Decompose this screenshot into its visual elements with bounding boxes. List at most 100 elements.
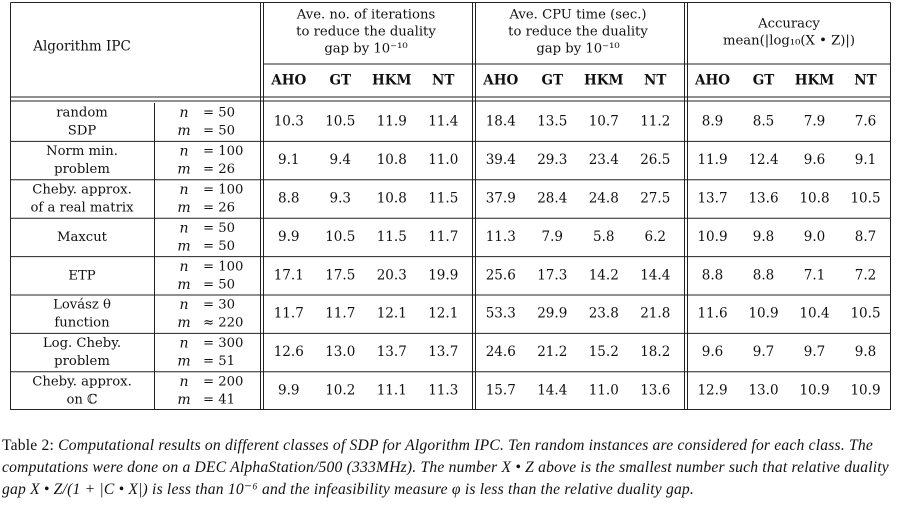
cell-value: 7.9 [804, 114, 825, 130]
group-header-line: to reduce the duality [508, 25, 648, 40]
cell-value: 12.4 [748, 152, 778, 168]
row-name-line: random [56, 106, 108, 121]
cell-value: 11.3 [486, 229, 516, 245]
cell-value: 9.6 [702, 344, 723, 360]
param-symbol: m [177, 392, 190, 408]
cell-value: 17.3 [537, 267, 567, 283]
param-value: = 50 [203, 221, 235, 236]
cell-value: 8.8 [278, 191, 299, 207]
cell-value: 9.9 [278, 383, 299, 399]
param-value: = 30 [203, 298, 235, 313]
param-symbol: m [177, 277, 190, 293]
param-symbol: m [177, 200, 190, 216]
results-table: Algorithm IPC Ave. no. of iterations to re… [10, 2, 891, 410]
cell-value: 13.0 [325, 344, 355, 360]
cell-value: 12.6 [274, 344, 304, 360]
cell-value: 37.9 [486, 191, 516, 207]
cell-value: 28.4 [537, 191, 567, 207]
cell-value: 9.3 [330, 191, 351, 207]
cell-value: 10.8 [377, 191, 407, 207]
param-symbol: m [177, 162, 190, 178]
cell-value: 11.9 [697, 152, 727, 168]
cell-value: 11.0 [589, 383, 619, 399]
param-symbol: n [179, 144, 188, 160]
cell-value: 9.6 [804, 152, 825, 168]
column-header: AHO [270, 73, 306, 89]
cell-value: 10.9 [799, 383, 829, 399]
cell-value: 23.8 [589, 306, 619, 322]
cell-value: 9.7 [804, 344, 825, 360]
cell-value: 11.5 [428, 191, 458, 207]
group-header-line: Ave. no. of iterations [296, 8, 436, 23]
row-name-line: function [54, 316, 110, 331]
cell-value: 24.6 [486, 344, 516, 360]
param-value: ≈ 220 [203, 316, 243, 331]
cell-value: 11.9 [377, 114, 407, 130]
cell-value: 10.2 [325, 383, 355, 399]
row-name-line: Cheby. approx. [32, 183, 132, 198]
param-value: = 100 [203, 259, 243, 274]
cell-value: 21.2 [537, 344, 567, 360]
caption-text: Computational results on different class… [2, 437, 889, 498]
cell-value: 6.2 [645, 229, 666, 245]
cell-value: 10.7 [589, 114, 619, 130]
cell-value: 13.6 [748, 191, 778, 207]
param-value: = 50 [203, 277, 235, 292]
cell-value: 26.5 [640, 152, 670, 168]
cell-value: 24.8 [589, 191, 619, 207]
cell-value: 9.0 [804, 229, 825, 245]
param-value: = 26 [203, 201, 235, 216]
cell-value: 7.2 [855, 267, 876, 283]
group-header-line: Ave. CPU time (sec.) [508, 8, 646, 23]
cell-value: 10.5 [850, 306, 880, 322]
cell-value: 7.1 [804, 267, 825, 283]
cell-value: 13.7 [377, 344, 407, 360]
cell-value: 19.9 [428, 267, 458, 283]
cell-value: 13.0 [748, 383, 778, 399]
param-symbol: n [179, 105, 188, 121]
param-symbol: n [179, 374, 188, 390]
param-value: = 50 [203, 124, 235, 139]
column-header: HKM [372, 73, 411, 89]
column-header: NT [644, 73, 666, 89]
param-value: = 50 [203, 106, 235, 121]
column-header: HKM [584, 73, 623, 89]
cell-value: 18.4 [486, 114, 516, 130]
cell-value: 12.1 [428, 306, 458, 322]
cell-value: 18.2 [640, 344, 670, 360]
column-header: GT [329, 73, 351, 89]
cell-value: 11.5 [377, 229, 407, 245]
cell-value: 29.3 [537, 152, 567, 168]
cell-value: 9.8 [855, 344, 876, 360]
cell-value: 8.5 [753, 114, 774, 130]
cell-value: 10.3 [274, 114, 304, 130]
column-header: GT [541, 73, 563, 89]
row-name-line: SDP [68, 124, 97, 139]
cell-value: 9.4 [330, 152, 351, 168]
param-symbol: m [177, 354, 190, 370]
group-header-line: to reduce the duality [296, 25, 436, 40]
caption-label: Table 2: [2, 437, 55, 454]
cell-value: 13.5 [537, 114, 567, 130]
row-name-line: problem [54, 354, 110, 369]
cell-value: 9.1 [278, 152, 299, 168]
column-header: GT [753, 73, 775, 89]
cell-value: 9.8 [753, 229, 774, 245]
cell-value: 10.5 [325, 229, 355, 245]
cell-value: 10.9 [850, 383, 880, 399]
row-name: ETP [68, 268, 95, 283]
cell-value: 11.7 [428, 229, 458, 245]
row-name-line: problem [54, 162, 110, 177]
cell-value: 8.7 [855, 229, 876, 245]
table-caption: Table 2: Computational results on differ… [2, 435, 896, 501]
cell-value: 10.5 [325, 114, 355, 130]
cell-value: 10.9 [697, 229, 727, 245]
cell-value: 8.8 [702, 267, 723, 283]
cell-value: 20.3 [377, 267, 407, 283]
param-symbol: m [177, 315, 190, 331]
column-header: HKM [795, 73, 834, 89]
param-symbol: m [177, 123, 190, 139]
cell-value: 14.2 [589, 267, 619, 283]
cell-value: 9.7 [753, 344, 774, 360]
cell-value: 11.7 [274, 306, 304, 322]
